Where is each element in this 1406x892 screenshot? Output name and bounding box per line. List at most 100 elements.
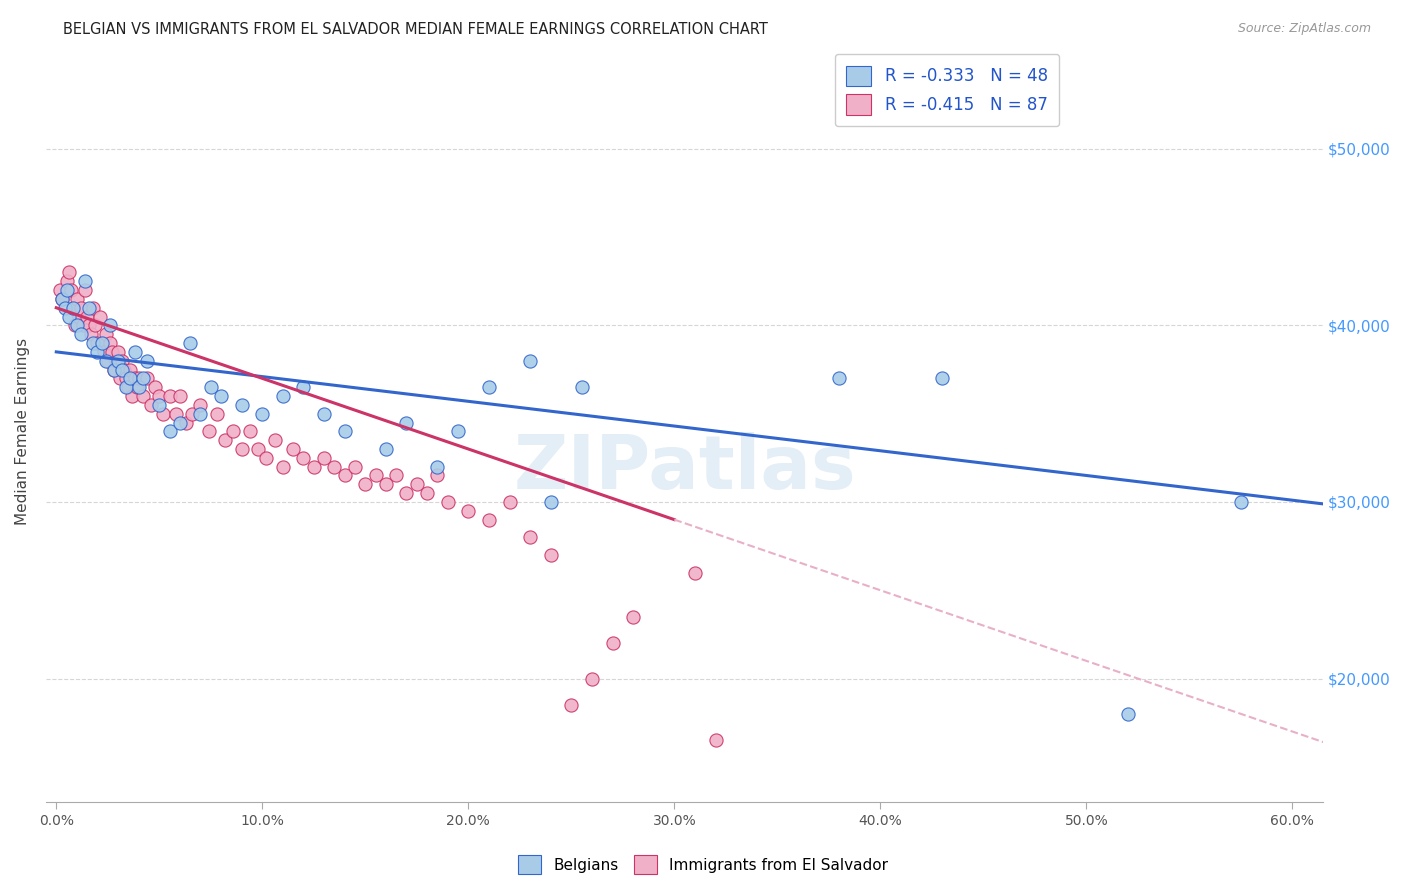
- Point: [98, 336, 121, 351]
- Point: [103, 362, 125, 376]
- Point: [152, 407, 174, 421]
- Point: [405, 477, 427, 491]
- Point: [86, 344, 108, 359]
- Point: [263, 433, 285, 447]
- Point: [148, 398, 170, 412]
- Legend: Belgians, Immigrants from El Salvador: Belgians, Immigrants from El Salvador: [512, 849, 894, 880]
- Point: [560, 698, 582, 712]
- Point: [457, 504, 479, 518]
- Point: [143, 380, 166, 394]
- Point: [931, 371, 953, 385]
- Point: [385, 468, 408, 483]
- Point: [59, 283, 82, 297]
- Text: BELGIAN VS IMMIGRANTS FROM EL SALVADOR MEDIAN FEMALE EARNINGS CORRELATION CHART: BELGIAN VS IMMIGRANTS FROM EL SALVADOR M…: [63, 22, 768, 37]
- Point: [159, 389, 181, 403]
- Text: Source: ZipAtlas.com: Source: ZipAtlas.com: [1237, 22, 1371, 36]
- Legend: R = -0.333   N = 48, R = -0.415   N = 87: R = -0.333 N = 48, R = -0.415 N = 87: [835, 54, 1060, 127]
- Point: [179, 336, 201, 351]
- Point: [107, 353, 129, 368]
- Point: [51, 292, 73, 306]
- Point: [117, 380, 139, 394]
- Point: [333, 425, 356, 439]
- Point: [124, 371, 146, 385]
- Point: [98, 318, 121, 333]
- Point: [374, 477, 396, 491]
- Point: [704, 733, 727, 747]
- Point: [519, 353, 541, 368]
- Point: [107, 344, 129, 359]
- Point: [120, 362, 142, 376]
- Point: [125, 380, 148, 394]
- Point: [252, 407, 274, 421]
- Point: [498, 495, 520, 509]
- Point: [314, 407, 336, 421]
- Point: [67, 310, 90, 324]
- Point: [292, 450, 315, 465]
- Point: [426, 459, 449, 474]
- Point: [436, 495, 458, 509]
- Point: [115, 380, 138, 394]
- Point: [478, 380, 501, 394]
- Point: [90, 336, 112, 351]
- Point: [416, 486, 439, 500]
- Point: [540, 548, 562, 562]
- Point: [447, 425, 470, 439]
- Point: [55, 274, 77, 288]
- Point: [581, 672, 603, 686]
- Point: [323, 459, 346, 474]
- Point: [76, 310, 98, 324]
- Point: [82, 301, 104, 315]
- Point: [190, 398, 212, 412]
- Point: [120, 371, 142, 385]
- Point: [84, 318, 107, 333]
- Point: [101, 344, 124, 359]
- Point: [86, 336, 108, 351]
- Point: [828, 371, 851, 385]
- Point: [302, 459, 325, 474]
- Point: [239, 425, 262, 439]
- Point: [374, 442, 396, 456]
- Point: [62, 301, 84, 315]
- Point: [174, 416, 197, 430]
- Point: [132, 389, 155, 403]
- Point: [62, 301, 84, 315]
- Point: [128, 380, 150, 394]
- Point: [181, 407, 204, 421]
- Text: ZIPatlas: ZIPatlas: [513, 432, 856, 505]
- Point: [75, 283, 97, 297]
- Point: [683, 566, 706, 580]
- Point: [540, 495, 562, 509]
- Point: [571, 380, 593, 394]
- Point: [66, 318, 89, 333]
- Point: [112, 362, 135, 376]
- Point: [115, 371, 138, 385]
- Point: [254, 450, 277, 465]
- Point: [519, 530, 541, 544]
- Point: [70, 301, 93, 315]
- Point: [82, 336, 104, 351]
- Point: [121, 389, 143, 403]
- Point: [283, 442, 305, 456]
- Point: [51, 292, 73, 306]
- Point: [66, 292, 89, 306]
- Point: [49, 283, 72, 297]
- Point: [63, 318, 86, 333]
- Point: [426, 468, 449, 483]
- Point: [169, 416, 191, 430]
- Point: [55, 283, 77, 297]
- Point: [72, 318, 94, 333]
- Point: [108, 371, 131, 385]
- Point: [89, 310, 111, 324]
- Point: [93, 344, 115, 359]
- Point: [333, 468, 356, 483]
- Point: [103, 362, 125, 376]
- Point: [77, 301, 100, 315]
- Point: [53, 301, 76, 315]
- Point: [111, 353, 134, 368]
- Point: [222, 425, 245, 439]
- Point: [132, 371, 155, 385]
- Point: [111, 362, 134, 376]
- Point: [58, 265, 80, 279]
- Point: [75, 274, 97, 288]
- Point: [247, 442, 270, 456]
